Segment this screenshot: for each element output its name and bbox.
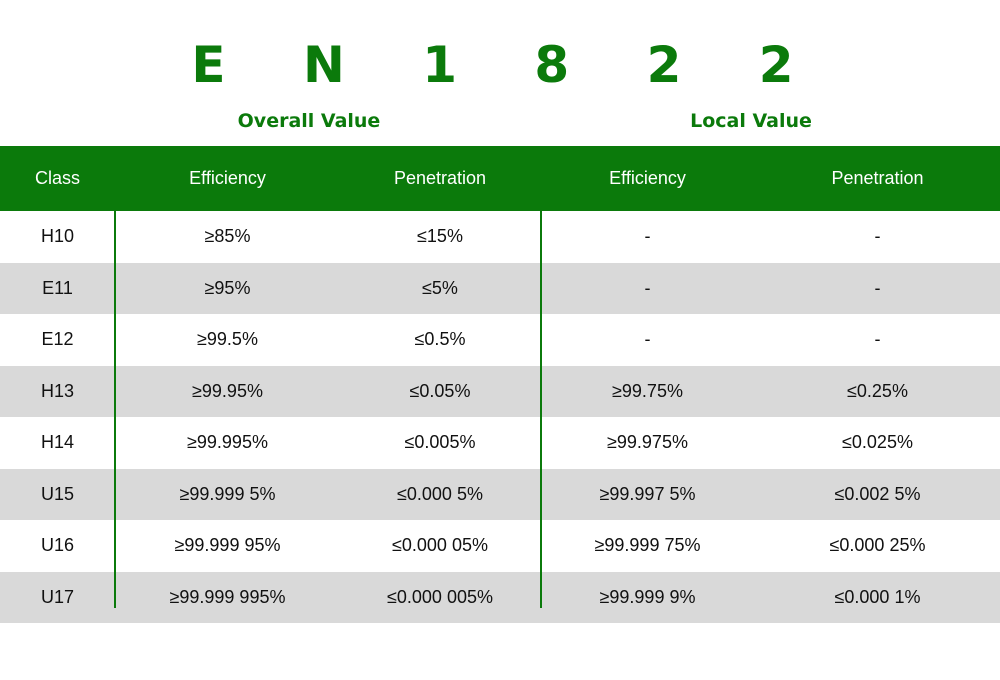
classification-table: Class Efficiency Penetration Efficiency … (0, 146, 1000, 623)
class-cell: H13 (40, 380, 75, 401)
table-row: U17 ≥99.999 995% ≤0.000 005% ≥99.999 9% … (0, 571, 1000, 623)
overall-efficiency-cell: ≥99.999 95% (174, 535, 281, 556)
local-value-label: Local Value (690, 110, 812, 132)
local-efficiency-cell: ≥99.75% (612, 380, 683, 401)
overall-penetration-cell: ≤0.000 5% (397, 483, 483, 504)
local-penetration-cell: - (874, 329, 881, 350)
overall-penetration-cell: ≤0.000 05% (392, 535, 488, 556)
table-row: U16 ≥99.999 95% ≤0.000 05% ≥99.999 75% ≤… (0, 520, 1000, 572)
table-row: E12 ≥99.5% ≤0.5% - - (0, 314, 1000, 366)
overall-efficiency-cell: ≥95% (204, 277, 251, 298)
overall-efficiency-cell: ≥99.999 995% (169, 586, 286, 607)
local-penetration-cell: ≤0.25% (847, 380, 908, 401)
local-efficiency-cell: ≥99.975% (607, 432, 688, 453)
overall-efficiency-cell: ≥99.999 5% (179, 483, 276, 504)
page-title: E N 1 8 2 2 (191, 36, 824, 94)
class-cell: E12 (41, 329, 74, 350)
overall-penetration-cell: ≤0.000 005% (387, 586, 493, 607)
table-row: H10 ≥85% ≤15% - - (0, 211, 1000, 263)
header-overall-penetration: Penetration (393, 168, 487, 188)
header-overall-efficiency: Efficiency (189, 168, 266, 188)
local-penetration-cell: ≤0.000 25% (829, 535, 926, 556)
table-row: U15 ≥99.999 5% ≤0.000 5% ≥99.997 5% ≤0.0… (0, 468, 1000, 520)
overall-penetration-cell: ≤0.05% (409, 380, 471, 401)
local-penetration-cell: - (874, 226, 881, 247)
table-header-row: Class Efficiency Penetration Efficiency … (0, 146, 1000, 211)
local-efficiency-cell: ≥99.999 75% (594, 535, 701, 556)
table-row: E11 ≥95% ≤5% - - (0, 262, 1000, 314)
local-efficiency-cell: ≥99.997 5% (599, 483, 696, 504)
overall-penetration-cell: ≤5% (422, 277, 458, 298)
table-row: H14 ≥99.995% ≤0.005% ≥99.975% ≤0.025% (0, 417, 1000, 469)
class-cell: U16 (40, 535, 75, 556)
class-cell: H10 (40, 226, 75, 247)
group-divider (540, 211, 542, 608)
class-cell: E11 (42, 277, 73, 298)
overall-efficiency-cell: ≥99.5% (197, 329, 258, 350)
overall-penetration-cell: ≤15% (417, 226, 463, 247)
overall-efficiency-cell: ≥99.95% (192, 380, 263, 401)
class-cell: H14 (40, 432, 75, 453)
class-cell: U15 (40, 483, 75, 504)
local-penetration-cell: - (874, 277, 881, 298)
overall-penetration-cell: ≤0.5% (414, 329, 466, 350)
class-cell: U17 (40, 586, 75, 607)
table-row: H13 ≥99.95% ≤0.05% ≥99.75% ≤0.25% (0, 365, 1000, 417)
local-penetration-cell: ≤0.002 5% (834, 483, 921, 504)
class-column-divider (114, 211, 116, 608)
header-class: Class (34, 168, 80, 188)
header-local-penetration: Penetration (831, 168, 924, 188)
overall-penetration-cell: ≤0.005% (404, 432, 476, 453)
local-efficiency-cell: - (644, 329, 651, 350)
local-penetration-cell: ≤0.025% (842, 432, 913, 453)
local-efficiency-cell: - (644, 277, 651, 298)
local-efficiency-cell: ≥99.999 9% (599, 586, 696, 607)
local-efficiency-cell: - (644, 226, 651, 247)
local-penetration-cell: ≤0.000 1% (834, 586, 921, 607)
header-local-efficiency: Efficiency (609, 168, 686, 188)
overall-efficiency-cell: ≥99.995% (187, 432, 268, 453)
overall-efficiency-cell: ≥85% (204, 226, 251, 247)
overall-value-label: Overall Value (237, 110, 381, 132)
